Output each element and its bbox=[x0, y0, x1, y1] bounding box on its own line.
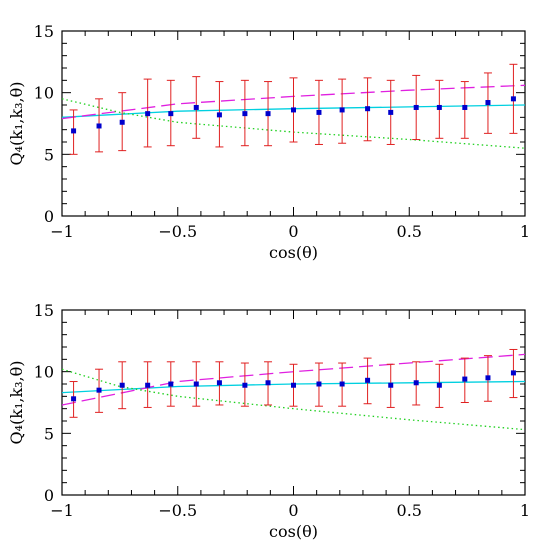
data-point bbox=[462, 104, 468, 110]
data-point bbox=[339, 381, 345, 387]
x-tick-label: −1 bbox=[50, 222, 74, 241]
data-point bbox=[485, 375, 491, 381]
data-point bbox=[462, 376, 468, 382]
x-axis-label: cos(θ) bbox=[269, 243, 318, 262]
y-tick-label: 15 bbox=[34, 301, 54, 320]
data-point bbox=[96, 387, 102, 393]
data-point bbox=[485, 100, 491, 106]
curve-dotted bbox=[62, 98, 525, 149]
data-point bbox=[365, 377, 371, 383]
y-tick-label: 10 bbox=[34, 363, 54, 382]
data-point bbox=[145, 382, 151, 388]
y-tick-label: 5 bbox=[44, 145, 54, 164]
data-point bbox=[242, 382, 248, 388]
x-tick-label: 0.5 bbox=[397, 501, 422, 520]
data-point bbox=[216, 112, 222, 118]
data-point bbox=[119, 382, 125, 388]
y-tick-label: 15 bbox=[34, 22, 54, 41]
curve-dotted bbox=[62, 368, 525, 431]
data-point bbox=[242, 111, 248, 117]
data-point bbox=[119, 119, 125, 125]
data-point bbox=[365, 106, 371, 112]
data-point bbox=[145, 111, 151, 117]
curve-dashed bbox=[62, 353, 525, 406]
data-point bbox=[265, 380, 271, 386]
data-point bbox=[413, 104, 419, 110]
data-point bbox=[316, 109, 322, 115]
data-point bbox=[436, 104, 442, 110]
plot-area bbox=[62, 348, 525, 431]
x-tick-label: 0 bbox=[288, 501, 298, 520]
data-point bbox=[96, 123, 102, 129]
x-tick-label: 0 bbox=[288, 222, 298, 241]
y-tick-label: 0 bbox=[44, 207, 54, 226]
data-point bbox=[510, 370, 516, 376]
data-point bbox=[193, 104, 199, 110]
y-axis-label: Q₄(k₁,k₃,θ) bbox=[7, 360, 26, 444]
data-point bbox=[216, 380, 222, 386]
x-tick-label: −1 bbox=[50, 501, 74, 520]
data-point bbox=[413, 380, 419, 386]
data-point bbox=[168, 111, 174, 117]
data-point bbox=[71, 396, 77, 402]
y-axis-label: Q₄(k₁,k₃,θ) bbox=[7, 81, 26, 165]
x-tick-label: −0.5 bbox=[158, 222, 197, 241]
data-point bbox=[388, 382, 394, 388]
data-point bbox=[436, 382, 442, 388]
x-axis-label: cos(θ) bbox=[269, 522, 318, 541]
data-point bbox=[193, 381, 199, 387]
x-tick-label: −0.5 bbox=[158, 501, 197, 520]
data-point bbox=[291, 382, 296, 388]
data-point bbox=[265, 111, 271, 117]
x-tick-label: 1 bbox=[520, 501, 530, 520]
x-tick-label: 0.5 bbox=[397, 222, 422, 241]
data-point bbox=[388, 109, 394, 115]
data-point bbox=[316, 381, 322, 387]
data-point bbox=[339, 107, 345, 113]
y-tick-label: 5 bbox=[44, 424, 54, 443]
data-point bbox=[168, 381, 174, 387]
x-tick-label: 1 bbox=[520, 222, 530, 241]
data-point bbox=[71, 128, 77, 134]
data-point bbox=[291, 107, 296, 113]
y-tick-label: 0 bbox=[44, 486, 54, 505]
plot-area bbox=[62, 63, 525, 155]
y-tick-label: 10 bbox=[34, 84, 54, 103]
data-point bbox=[510, 96, 516, 102]
